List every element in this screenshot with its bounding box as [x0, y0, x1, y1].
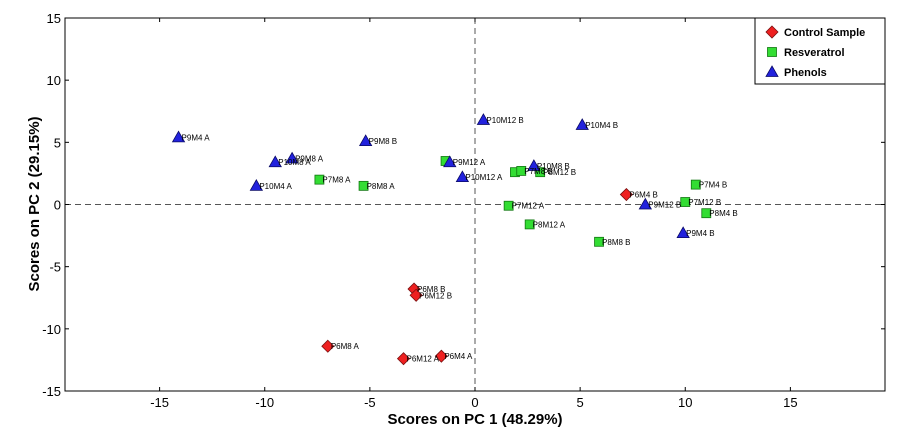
- x-axis-title: Scores on PC 1 (48.29%): [387, 411, 562, 428]
- point-label: P7M12 B: [688, 198, 721, 207]
- control-sample-point: [434, 349, 448, 363]
- point-label: P10M12 A: [465, 173, 503, 182]
- point-label: P7M4 B: [699, 181, 727, 190]
- phenols-point: [575, 118, 589, 130]
- point-label: P6M4 A: [444, 352, 473, 361]
- legend-marker: [767, 47, 777, 57]
- y-tick-label: 5: [54, 135, 61, 150]
- resveratrol-point: [680, 197, 691, 207]
- control-sample-point: [619, 187, 633, 202]
- point-label: P10M8 A: [278, 158, 311, 167]
- point-label: P10M12 B: [486, 116, 523, 125]
- resveratrol-point: [358, 180, 369, 191]
- point-label: P6M8 A: [331, 342, 360, 351]
- x-axis-ticks: -15 -10 -5 0 5 10 15: [150, 18, 798, 410]
- phenols-point: [249, 179, 264, 191]
- point-label: P10M4 A: [259, 182, 292, 191]
- legend: Control Sample Resveratrol Phenols: [754, 17, 886, 85]
- control-sample-point: [396, 352, 411, 366]
- point-label: P9M8 A: [295, 154, 324, 163]
- phenols-point: [638, 197, 652, 210]
- point-label: P9M12 B: [648, 201, 681, 210]
- phenols-point: [171, 130, 186, 143]
- control-sample-point: [321, 339, 335, 353]
- y-axis-ticks: -15 -10 -5 0 5 10 15: [42, 11, 885, 399]
- resveratrol-point: [690, 179, 701, 190]
- point-label: P6M12 A: [407, 355, 440, 364]
- point-label: P9M12 A: [453, 158, 486, 167]
- legend-marker: [765, 65, 779, 77]
- point-label: P8M8 B: [602, 238, 630, 247]
- y-tick-label: 0: [54, 198, 61, 213]
- legend-label: Phenols: [784, 67, 827, 79]
- point-label: P8M4 B: [709, 209, 737, 218]
- resveratrol-point: [701, 208, 712, 219]
- point-label: P9M4 A: [182, 133, 211, 142]
- point-label: P7M12 A: [512, 202, 545, 211]
- point-label: P8M8 A: [367, 182, 396, 191]
- point-label: P9M8 B: [369, 137, 397, 146]
- phenols-point: [527, 159, 541, 171]
- resveratrol-point: [503, 200, 514, 211]
- point-label: P6M4 B: [629, 191, 657, 200]
- y-tick-label: -15: [42, 384, 61, 399]
- point-label: P7M8 B: [524, 167, 552, 176]
- x-tick-label: -10: [255, 395, 274, 410]
- x-tick-label: 5: [577, 395, 584, 410]
- point-label: P6M8 B: [417, 285, 445, 294]
- phenols-point: [676, 226, 690, 238]
- resveratrol-point: [594, 236, 604, 247]
- y-tick-label: -5: [49, 260, 61, 275]
- point-label: P6M12 B: [419, 291, 452, 300]
- resveratrol-point: [524, 219, 535, 230]
- x-tick-label: -5: [364, 395, 376, 410]
- resveratrol-point: [314, 174, 325, 185]
- y-tick-label: 10: [47, 73, 61, 88]
- control-sample-point: [409, 288, 423, 302]
- point-label: P10M4 B: [585, 121, 618, 130]
- phenols-point: [443, 155, 457, 168]
- x-tick-label: 15: [783, 395, 797, 410]
- x-tick-label: -15: [150, 395, 169, 410]
- phenols-point: [358, 134, 373, 146]
- data-markers: [171, 113, 712, 366]
- legend-label: Resveratrol: [784, 47, 845, 59]
- resveratrol-point: [516, 166, 527, 176]
- x-tick-label: 0: [471, 395, 478, 410]
- point-label: P8M12 A: [533, 220, 566, 229]
- resveratrol-point: [535, 167, 546, 178]
- point-label: P8M12 B: [543, 168, 576, 177]
- phenols-point: [285, 151, 299, 164]
- legend-items: Control Sample Resveratrol Phenols: [765, 25, 865, 79]
- y-tick-label: 15: [47, 11, 61, 26]
- reference-lines: [65, 18, 885, 391]
- phenols-point: [268, 155, 282, 168]
- phenols-point: [476, 113, 491, 125]
- point-label: P10M8 B: [537, 162, 570, 171]
- point-label: P9M4 B: [686, 229, 714, 238]
- y-axis-title: Scores on PC 2 (29.15%): [26, 116, 43, 291]
- point-label: P7M8 A: [322, 176, 351, 185]
- legend-label: Control Sample: [784, 27, 865, 39]
- legend-marker: [765, 25, 779, 39]
- y-tick-label: -10: [42, 322, 61, 337]
- x-tick-label: 10: [678, 395, 692, 410]
- phenols-point: [455, 170, 470, 183]
